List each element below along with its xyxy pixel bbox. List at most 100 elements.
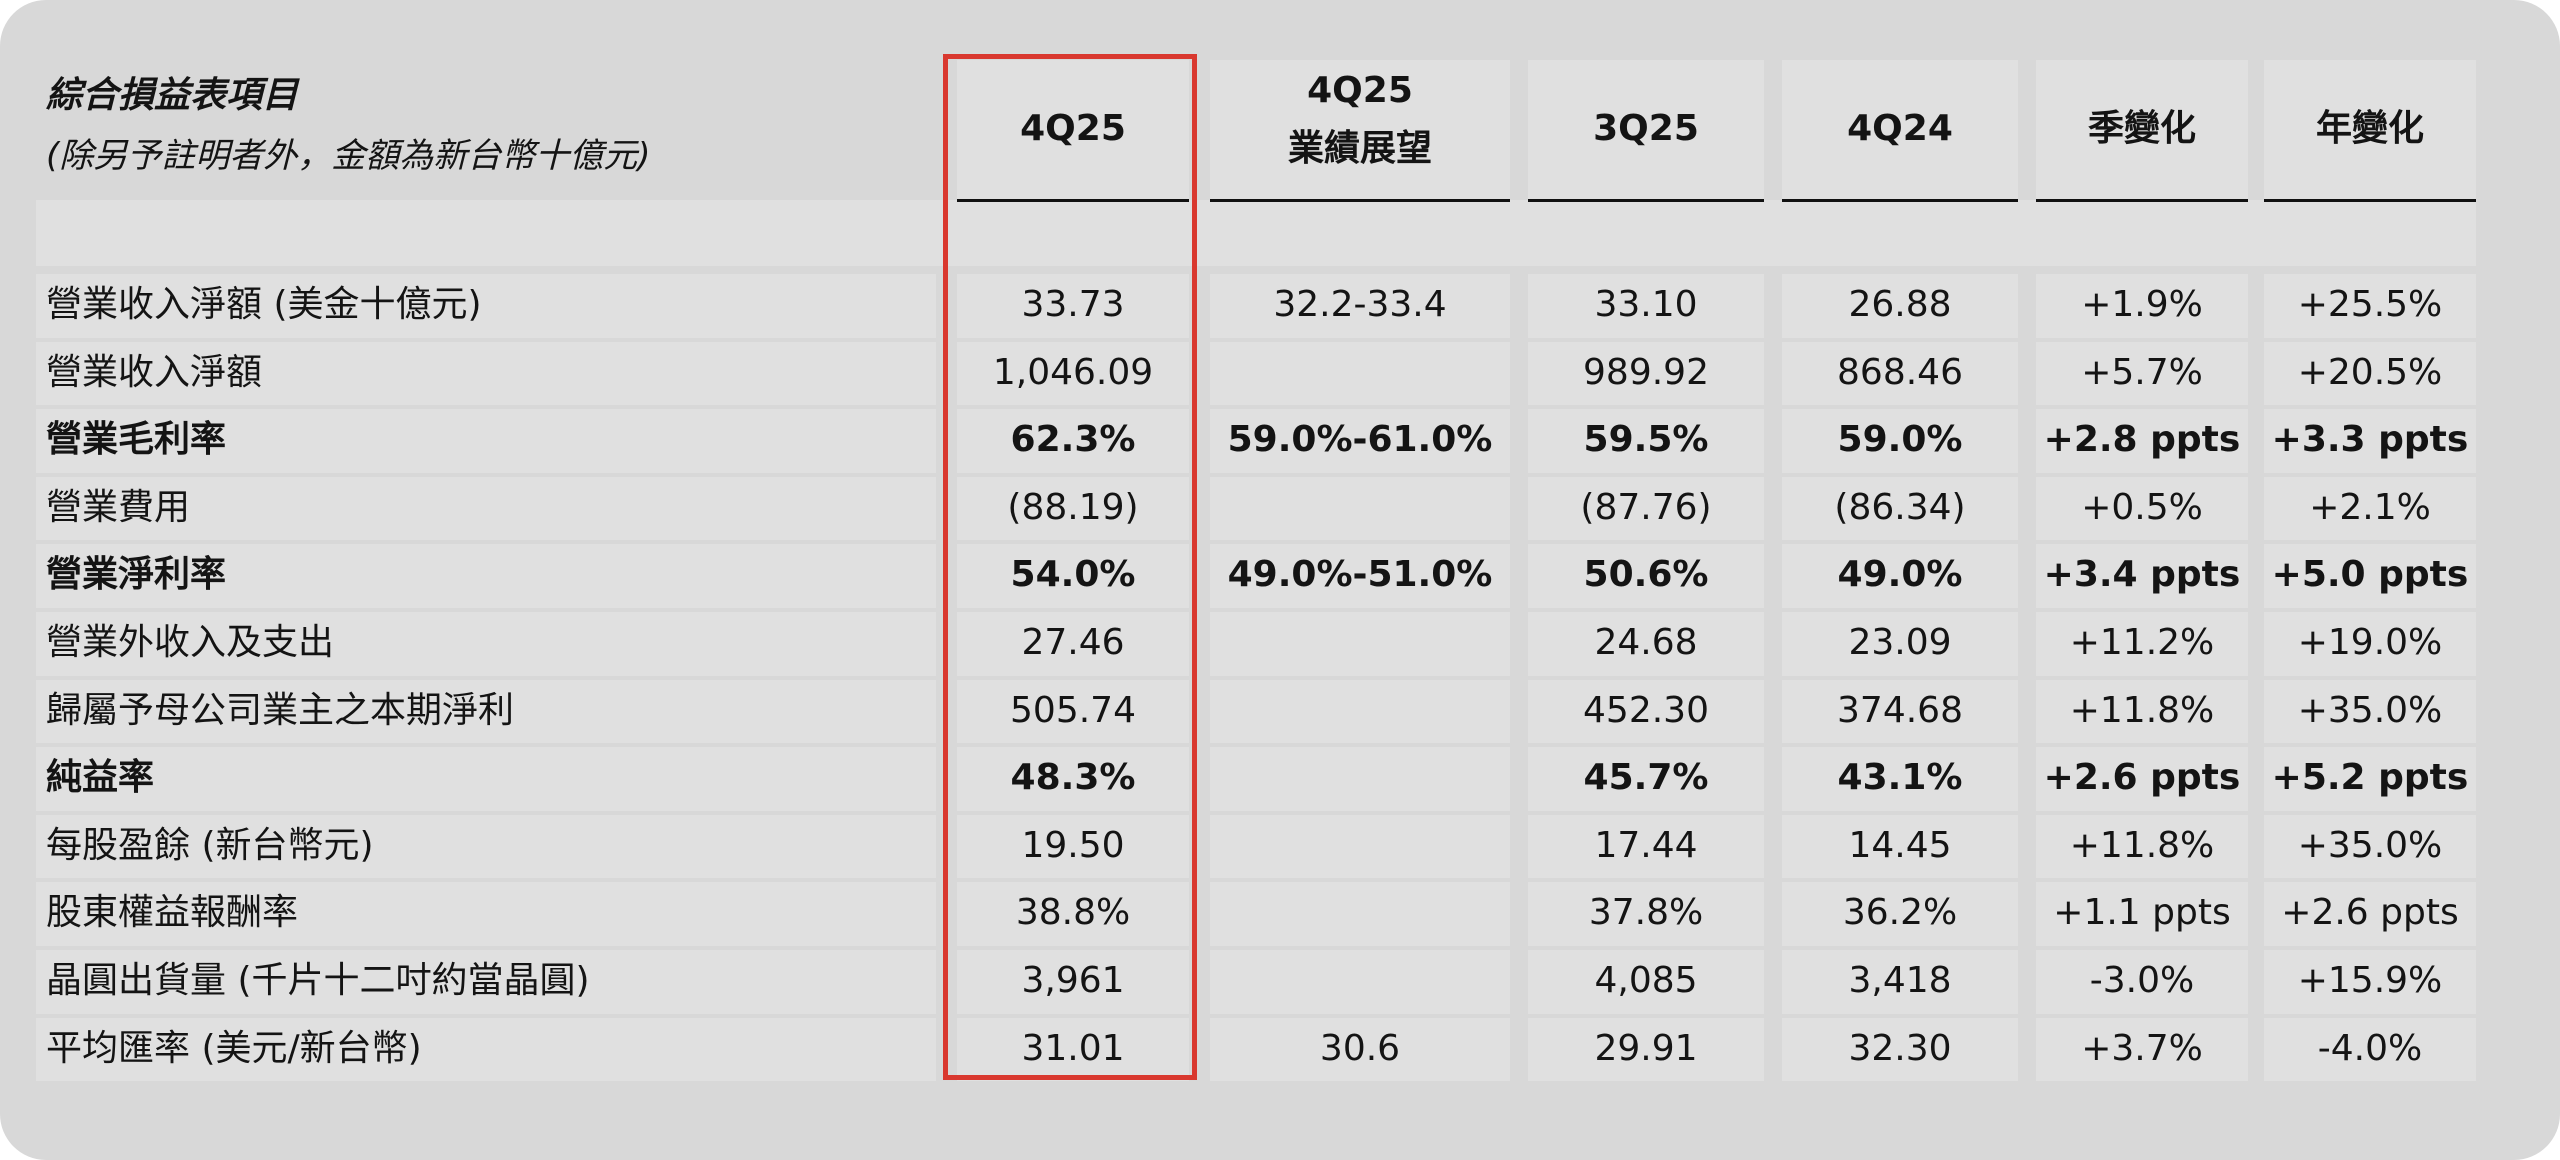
row-label-cell: [36, 679, 936, 744]
table-cell-bg: [1210, 274, 1510, 338]
row-label-cell: [36, 612, 936, 676]
table-cell-bg: [957, 612, 1189, 676]
table-cell-bg: [2036, 747, 2248, 811]
table-subtitle: (除另予註明者外，金額為新台幣十億元): [46, 136, 651, 176]
table-cell-bg: [1528, 882, 1764, 946]
table-cell-bg: [1528, 1017, 1764, 1082]
table-cell-bg: [1210, 814, 1510, 879]
table-cell-bg: [957, 341, 1189, 406]
table-cell-bg: [2036, 476, 2248, 541]
table-cell: 38.8%: [1015, 892, 1131, 934]
column-header-line1: 3Q25: [1593, 108, 1699, 149]
table-cell: +1.1 ppts: [2053, 892, 2231, 934]
table-cell: +3.7%: [2081, 1027, 2203, 1069]
table-cell-bg: [1782, 409, 2018, 473]
table-cell-bg: [957, 409, 1189, 473]
table-cell-bg: [2036, 1017, 2248, 1082]
table-cell-bg: [2036, 274, 2248, 338]
table-cell-bg: [1210, 341, 1510, 406]
column-header: 4Q24: [1782, 100, 2018, 158]
table-cell: +11.2%: [2069, 622, 2215, 663]
table-cell-bg: [957, 1017, 1189, 1082]
table-cell: 452.30: [1583, 689, 1709, 731]
table-cell: 23.09: [1848, 622, 1952, 663]
table-cell-bg: [2264, 612, 2476, 676]
table-cell-bg: [2264, 1017, 2476, 1082]
table-cell-bg: [1782, 612, 2018, 676]
column-header-cell: [2264, 60, 2476, 200]
table-cell-bg: [957, 882, 1189, 946]
table-cell-bg: [2036, 882, 2248, 946]
row-label-cell: [36, 544, 936, 608]
table-cell: 45.7%: [1583, 757, 1709, 799]
table-cell: 43.1%: [1837, 757, 1963, 799]
table-cell-bg: [1210, 476, 1510, 541]
row-label-cell: [36, 882, 936, 946]
table-cell: +5.0 ppts: [2271, 554, 2469, 596]
table-cell: 36.2%: [1842, 892, 1958, 934]
highlight-column-box: [943, 54, 1197, 1080]
table-cell-bg: [1528, 747, 1764, 811]
column-header-cell: [1782, 60, 2018, 200]
table-cell-bg: [957, 544, 1189, 608]
row-label-cell: [36, 409, 936, 473]
table-cell: 989.92: [1583, 351, 1709, 393]
table-cell-bg: [2036, 612, 2248, 676]
row-label: 營業外收入及支出: [46, 622, 335, 663]
table-cell-bg: [2036, 814, 2248, 879]
table-cell-bg: [1528, 814, 1764, 879]
table-cell-bg: [1528, 274, 1764, 338]
table-cell-bg: [2036, 341, 2248, 406]
row-label: 營業毛利率: [46, 419, 227, 461]
column-header-cell: [1528, 60, 1764, 200]
table-cell: +11.8%: [2069, 689, 2215, 731]
table-cell: 1,046.09: [992, 351, 1154, 393]
row-label: 純益率: [46, 757, 155, 799]
row-label-cell: [36, 274, 936, 338]
table-cell: 4,085: [1594, 960, 1698, 1001]
row-label: 每股盈餘 (新台幣元): [46, 824, 374, 866]
column-header: 季變化: [2036, 100, 2248, 158]
table-cell: 14.45: [1848, 824, 1952, 866]
table-cell: (87.76): [1580, 486, 1712, 528]
table-cell: 62.3%: [1010, 419, 1136, 461]
table-cell-bg: [2036, 679, 2248, 744]
table-cell: 27.46: [1021, 622, 1125, 663]
table-cell-bg: [1782, 950, 2018, 1014]
column-header: 4Q25: [957, 100, 1189, 158]
table-cell: 33.10: [1594, 284, 1698, 325]
table-cell-bg: [2264, 814, 2476, 879]
table-cell-bg: [957, 476, 1189, 541]
table-cell-bg: [1528, 341, 1764, 406]
column-header-cell: [1210, 60, 1510, 200]
table-cell-bg: [957, 950, 1189, 1014]
table-cell: +5.7%: [2081, 351, 2203, 393]
table-cell-bg: [2264, 341, 2476, 406]
table-cell-bg: [2036, 409, 2248, 473]
table-cell-bg: [1210, 544, 1510, 608]
table-cell: (88.19): [1007, 486, 1139, 528]
column-header: 3Q25: [1528, 100, 1764, 158]
table-cell: +15.9%: [2297, 960, 2443, 1001]
table-cell: 59.0%: [1837, 419, 1963, 461]
column-header-rule: [957, 199, 1189, 202]
table-cell: 59.5%: [1583, 419, 1709, 461]
table-cell: 29.91: [1594, 1027, 1698, 1069]
header-spacer-band: [36, 200, 2476, 266]
column-header-rule: [1782, 199, 2018, 202]
row-label-cell: [36, 341, 936, 406]
column-header: 4Q25 業績展望: [1210, 62, 1510, 178]
table-cell-bg: [2264, 544, 2476, 608]
table-cell-bg: [2264, 274, 2476, 338]
table-cell: 59.0%-61.0%: [1227, 419, 1493, 461]
table-cell: 868.46: [1837, 351, 1963, 393]
table-cell: +5.2 ppts: [2271, 757, 2469, 799]
table-cell: +0.5%: [2081, 486, 2203, 528]
table-cell: +2.6 ppts: [2043, 757, 2241, 799]
table-cell: 19.50: [1021, 824, 1125, 866]
row-label: 晶圓出貨量 (千片十二吋約當晶圓): [46, 960, 590, 1001]
table-cell-bg: [1210, 950, 1510, 1014]
table-cell: +11.8%: [2069, 824, 2215, 866]
